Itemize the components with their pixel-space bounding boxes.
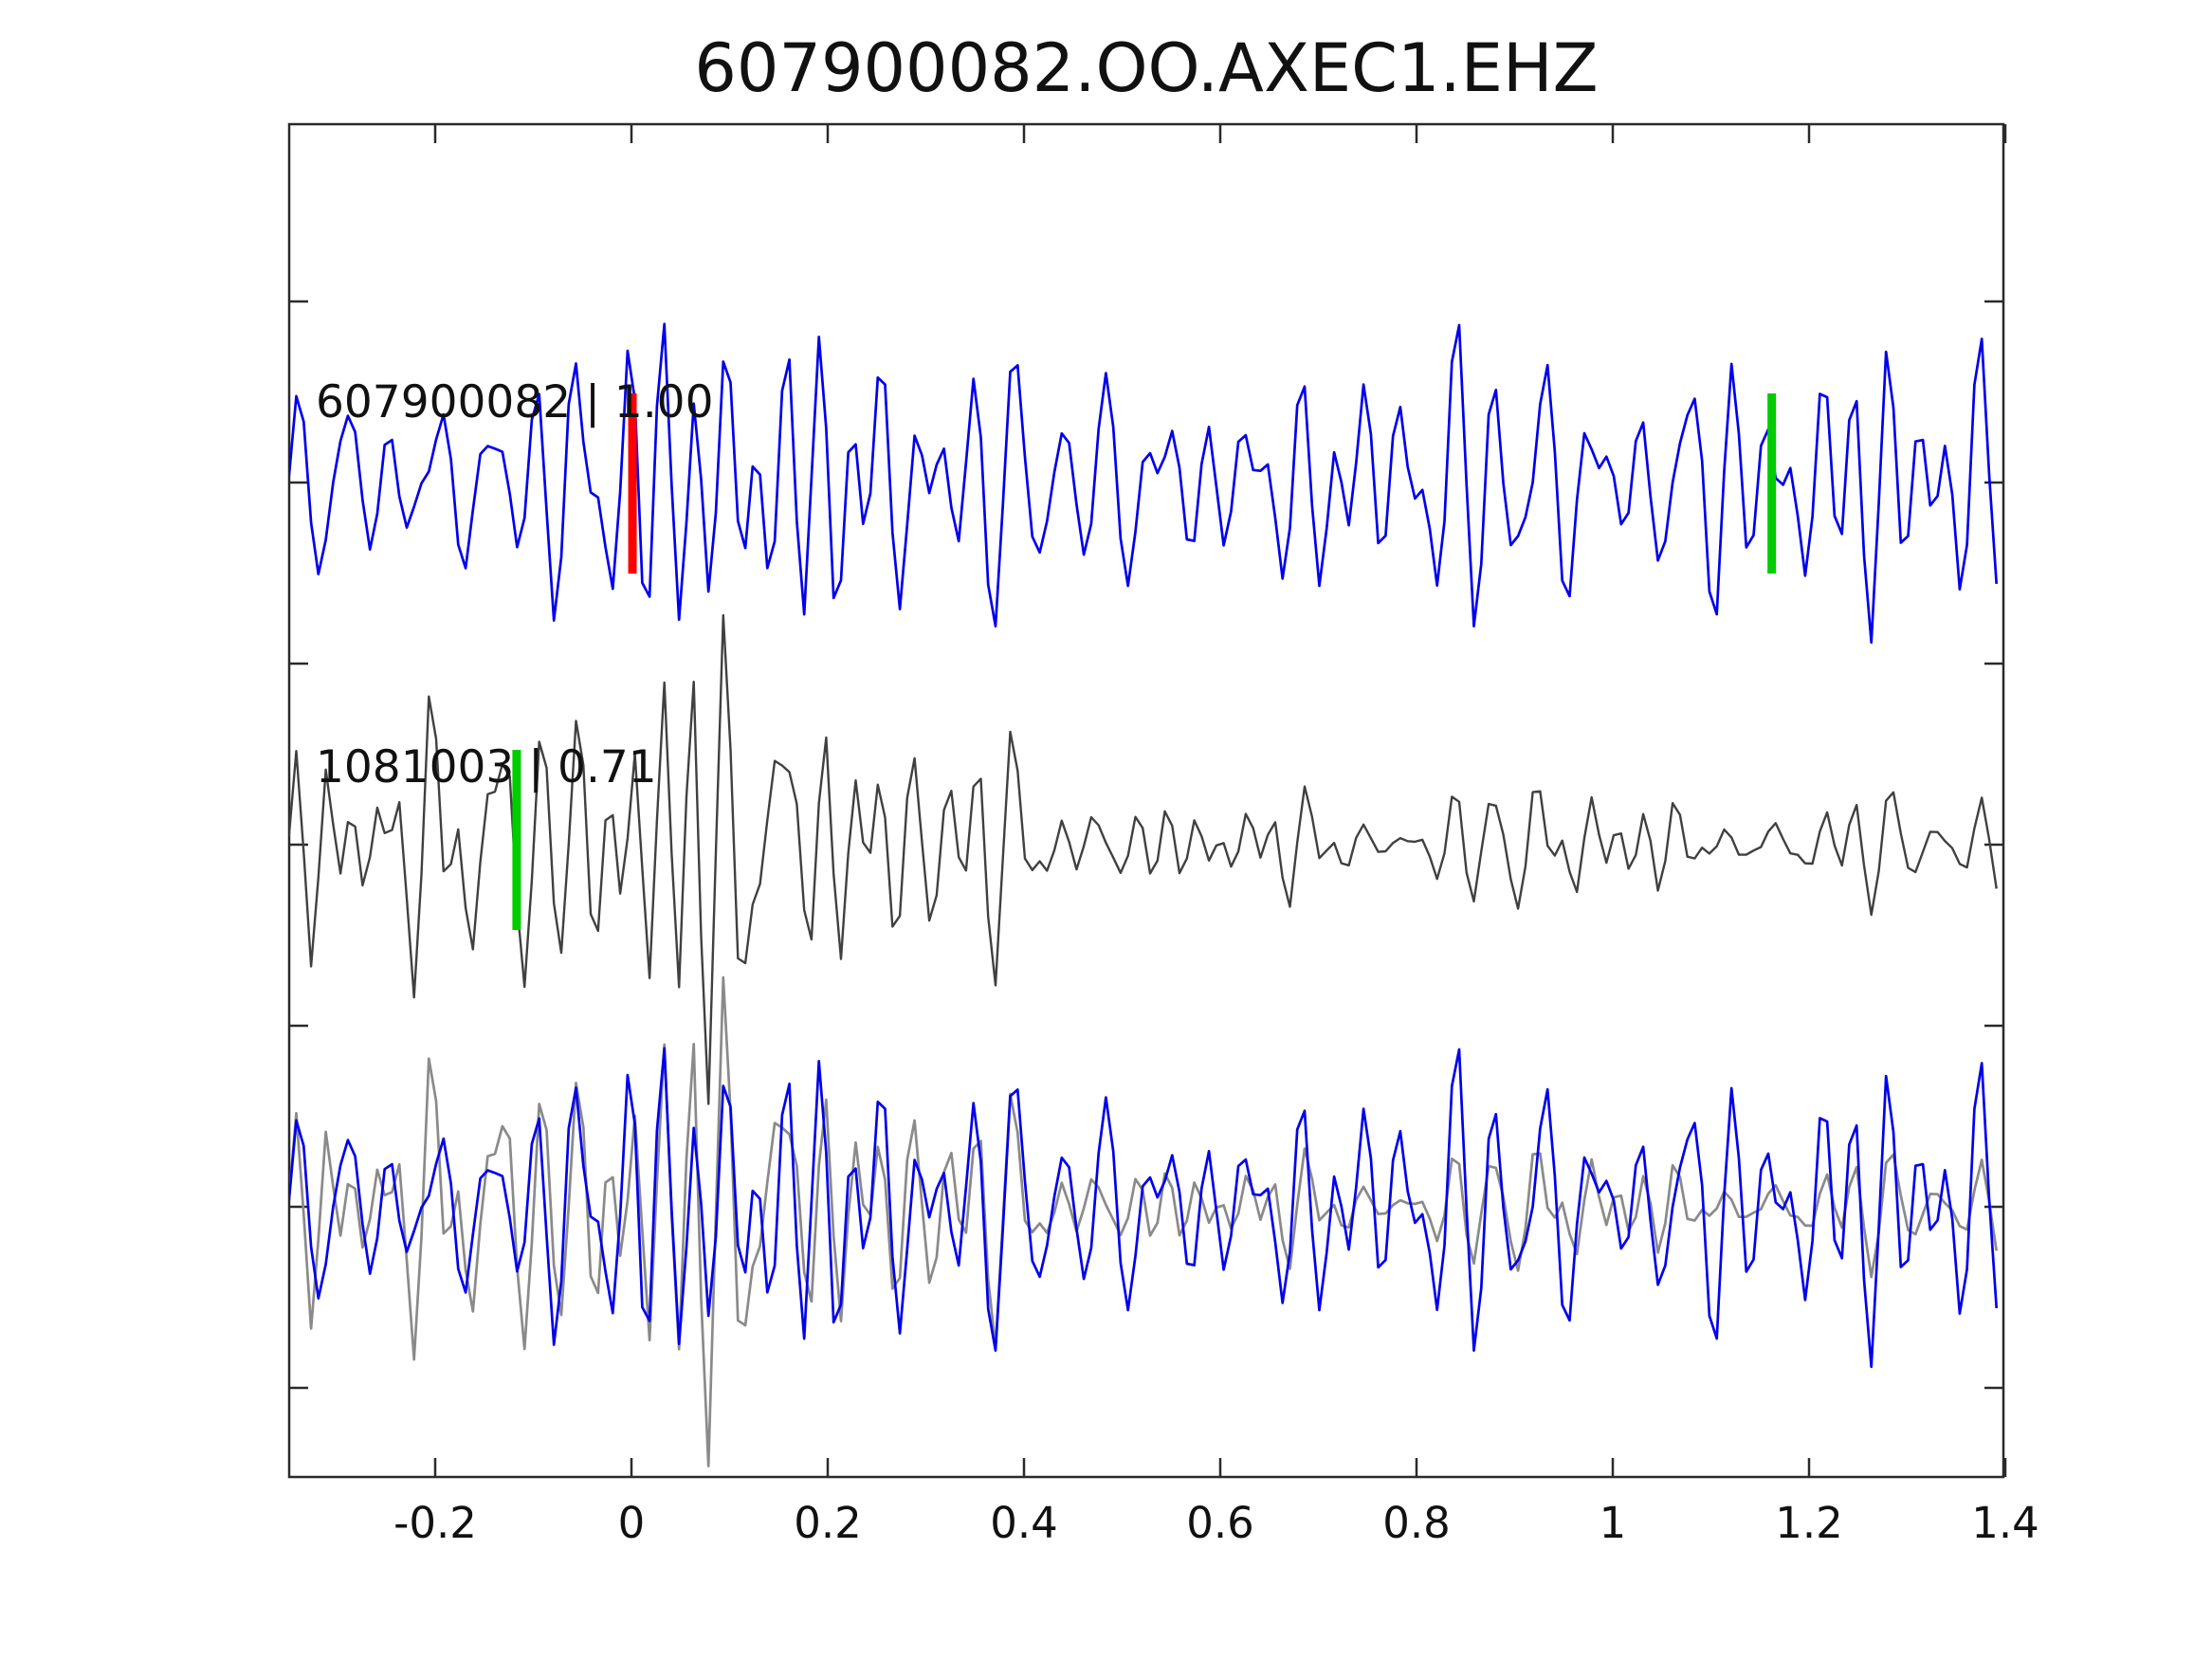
x-tick-label: 0.6: [1186, 1498, 1254, 1548]
x-tick-label: 0.4: [990, 1498, 1058, 1548]
x-tick-label-layer: -0.2 0 0.2 0.4 0.6 0.8 1 1.2 1.4: [393, 1498, 2039, 1548]
x-tick-label: -0.2: [393, 1498, 477, 1548]
detection-trace: [289, 322, 1999, 645]
x-tick-label: 0: [618, 1498, 646, 1548]
pick-marker-layer: [512, 393, 1777, 930]
x-tick-label: 1.4: [1971, 1498, 2039, 1548]
template-trace-label: 1081003 | 0.71: [316, 741, 657, 793]
plot-frame: [287, 122, 2005, 1479]
x-tick-label: 1.2: [1775, 1498, 1843, 1548]
label-layer: 607900082.OO.AXEC1.EHZ 607900082 | 1.00 …: [316, 29, 1599, 793]
x-tick-label: 0.8: [1382, 1498, 1451, 1548]
figure-title: 607900082.OO.AXEC1.EHZ: [694, 29, 1598, 107]
template-trace: [289, 613, 1998, 1105]
x-tick-label: 0.2: [794, 1498, 862, 1548]
axes-layer: [287, 122, 2007, 1479]
detection-trace-label: 607900082 | 1.00: [316, 376, 714, 428]
x-tick-label: 1: [1600, 1498, 1627, 1548]
trace-layer: [289, 322, 1999, 1468]
overlay-detection-trace: [289, 1047, 1999, 1369]
